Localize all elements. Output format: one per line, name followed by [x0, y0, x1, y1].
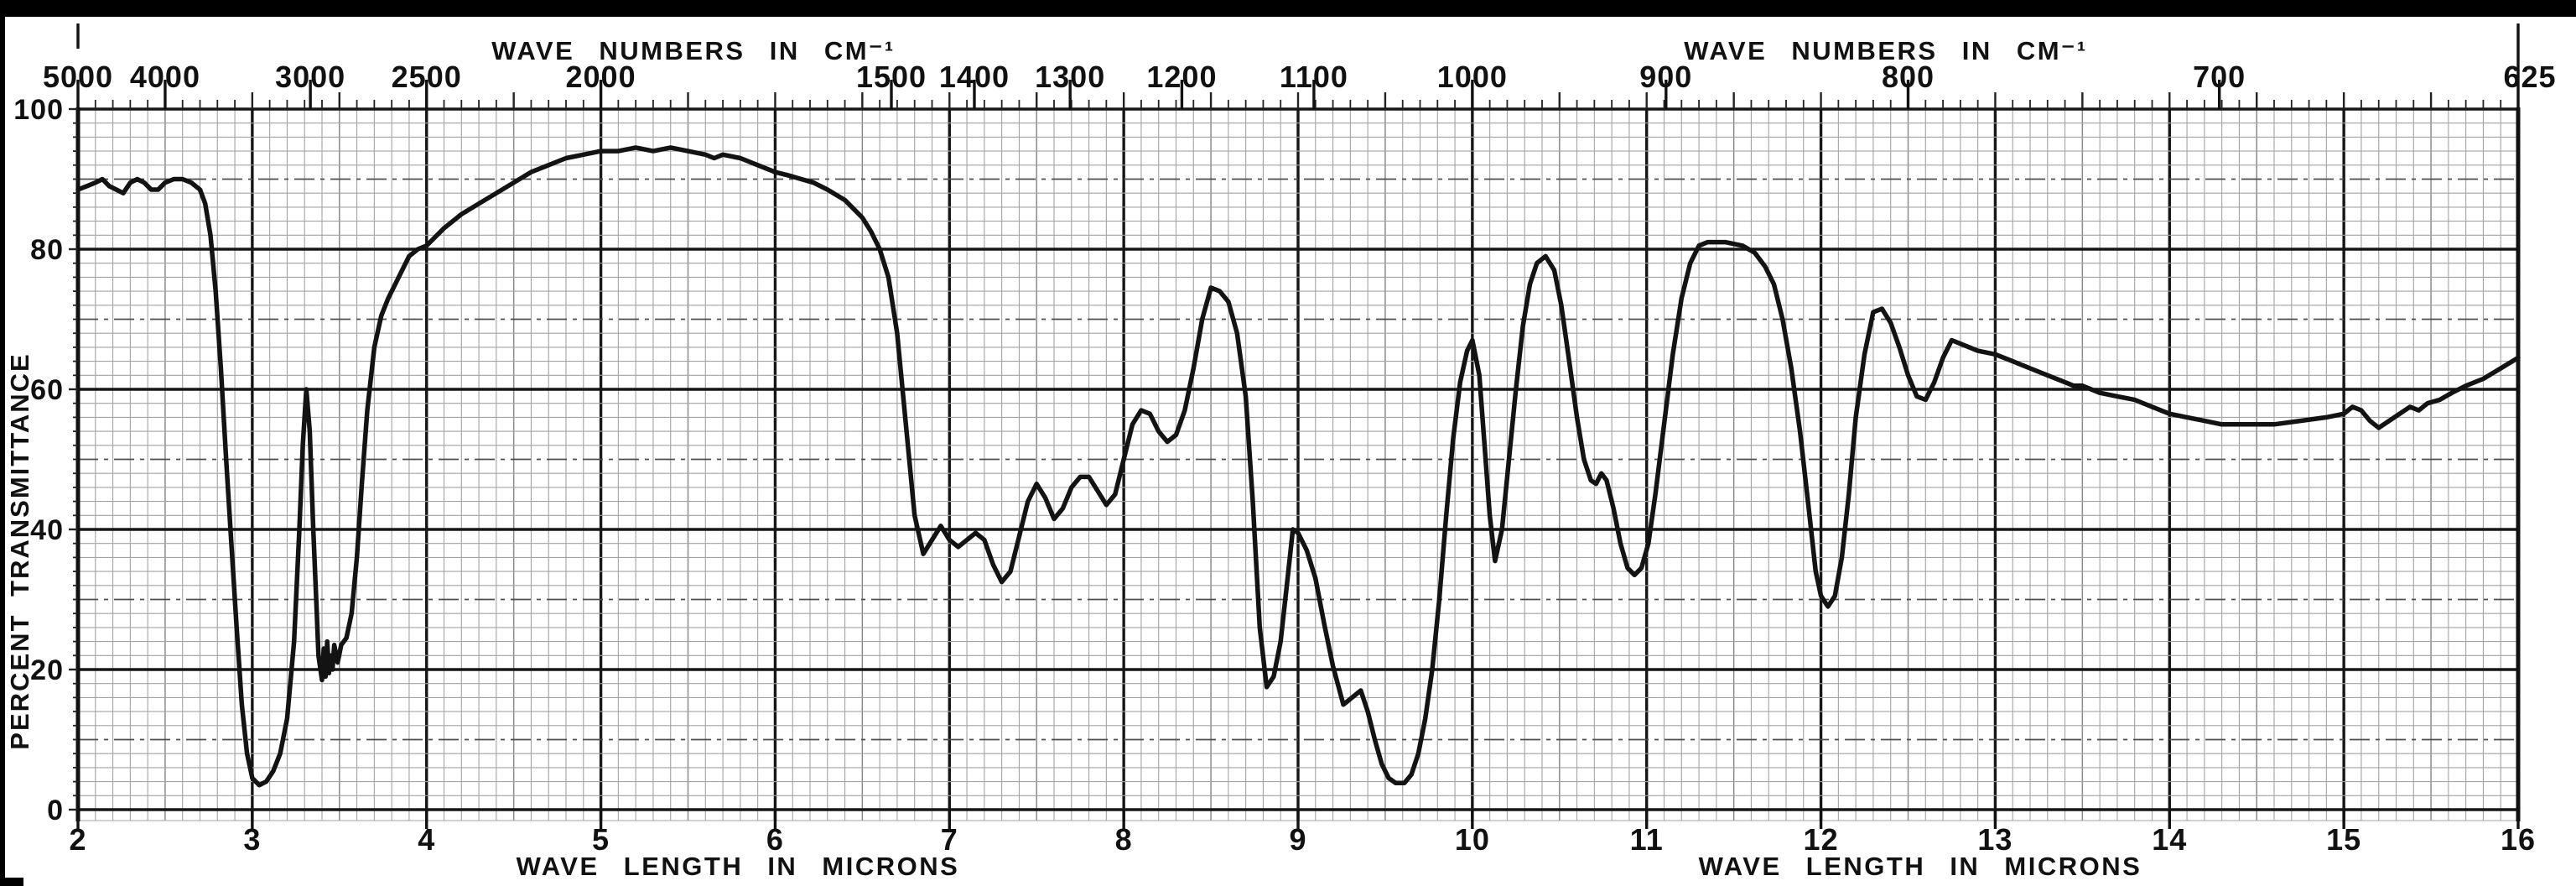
- micron-tick-label: 6: [766, 822, 784, 857]
- micron-tick-label: 2: [69, 822, 86, 857]
- micron-tick-label: 8: [1115, 822, 1133, 857]
- y-tick-label: 40: [30, 514, 64, 546]
- micron-tick-label: 16: [2501, 822, 2536, 857]
- wavenumber-tick-label: 1000: [1437, 60, 1508, 94]
- wavenumber-tick-label: 1500: [856, 60, 927, 94]
- wavenumber-tick-label: 5000: [43, 60, 113, 94]
- axis-ticks: [69, 23, 2520, 829]
- grid: [75, 107, 2521, 821]
- top-axis-title-right: WAVE NUMBERS IN CM⁻¹: [1684, 36, 2087, 65]
- wavenumber-tick-label: 700: [2193, 60, 2246, 94]
- wavenumber-tick-label: 900: [1639, 60, 1692, 94]
- wavenumber-tick-label: 3000: [275, 60, 345, 94]
- wavenumber-tick-label: 1400: [939, 60, 1010, 94]
- y-tick-label: 80: [30, 234, 64, 266]
- y-tick-label: 60: [30, 374, 64, 406]
- wavenumber-tick-label: 1100: [1280, 60, 1348, 94]
- micron-tick-label: 4: [418, 822, 435, 857]
- micron-tick-label: 5: [592, 822, 610, 857]
- wavenumber-tick-label: 1200: [1146, 60, 1217, 94]
- axis-tick-labels: 5000 4000 3000 2500 2000 1500 1400 1300 1200 1100…: [13, 60, 2556, 857]
- wavenumber-tick-label: 625: [2503, 60, 2556, 94]
- micron-tick-label: 11: [1630, 822, 1664, 857]
- micron-tick-label: 9: [1289, 822, 1306, 857]
- wavenumber-tick-label: 4000: [130, 60, 200, 94]
- spectrum-curve: [75, 145, 2521, 788]
- scan-border-bottom-corner: [0, 878, 23, 886]
- micron-tick-label: 13: [1977, 822, 2012, 857]
- y-axis-title: PERCENT TRANSMITTANCE: [5, 352, 34, 749]
- micron-tick-label: 3: [243, 822, 261, 857]
- top-axis-title-left: WAVE NUMBERS IN CM⁻¹: [491, 36, 895, 65]
- scan-border-left: [0, 0, 5, 883]
- micron-tick-label: 7: [941, 822, 958, 857]
- micron-tick-label: 14: [2152, 822, 2187, 857]
- bottom-axis-title-right: WAVE LENGTH IN MICRONS: [1699, 852, 2142, 881]
- wavenumber-tick-label: 800: [1882, 60, 1935, 94]
- micron-tick-label: 10: [1455, 822, 1490, 857]
- micron-tick-label: 12: [1804, 822, 1839, 857]
- wavenumber-tick-label: 2500: [392, 60, 462, 94]
- y-tick-label: 0: [47, 795, 64, 826]
- scan-border-top: [0, 0, 2576, 17]
- bottom-axis-title-left: WAVE LENGTH IN MICRONS: [517, 852, 960, 881]
- wavenumber-tick-label: 2000: [566, 60, 636, 94]
- y-tick-label: 20: [30, 654, 64, 686]
- y-tick-label: 100: [13, 94, 64, 126]
- wavenumber-tick-label: 1300: [1035, 60, 1105, 94]
- micron-tick-label: 15: [2326, 822, 2361, 857]
